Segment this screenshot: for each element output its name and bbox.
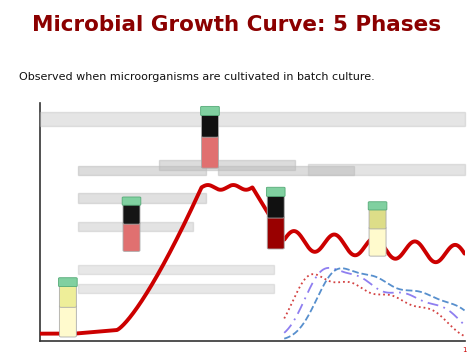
FancyBboxPatch shape bbox=[267, 193, 284, 218]
FancyBboxPatch shape bbox=[368, 202, 387, 210]
Bar bbox=[79, 222, 193, 231]
FancyBboxPatch shape bbox=[59, 305, 76, 337]
FancyBboxPatch shape bbox=[123, 202, 140, 224]
Bar bbox=[79, 284, 273, 293]
Text: Microbial Growth Curve: 5 Phases: Microbial Growth Curve: 5 Phases bbox=[32, 15, 442, 35]
FancyBboxPatch shape bbox=[369, 227, 386, 256]
FancyBboxPatch shape bbox=[266, 187, 285, 196]
Bar bbox=[40, 113, 465, 126]
FancyBboxPatch shape bbox=[201, 113, 219, 137]
FancyBboxPatch shape bbox=[201, 106, 219, 116]
Text: Observed when microorganisms are cultivated in batch culture.: Observed when microorganisms are cultiva… bbox=[19, 72, 375, 82]
FancyBboxPatch shape bbox=[59, 284, 76, 307]
Bar bbox=[219, 166, 354, 175]
FancyBboxPatch shape bbox=[369, 207, 386, 229]
FancyBboxPatch shape bbox=[122, 197, 141, 205]
Bar bbox=[308, 164, 465, 175]
Bar bbox=[159, 160, 295, 170]
FancyBboxPatch shape bbox=[267, 216, 284, 249]
Bar bbox=[79, 265, 273, 274]
FancyBboxPatch shape bbox=[58, 278, 77, 286]
FancyBboxPatch shape bbox=[201, 135, 219, 168]
Bar bbox=[79, 193, 206, 203]
FancyBboxPatch shape bbox=[123, 222, 140, 251]
Text: 1: 1 bbox=[463, 347, 467, 353]
Bar bbox=[79, 166, 206, 175]
